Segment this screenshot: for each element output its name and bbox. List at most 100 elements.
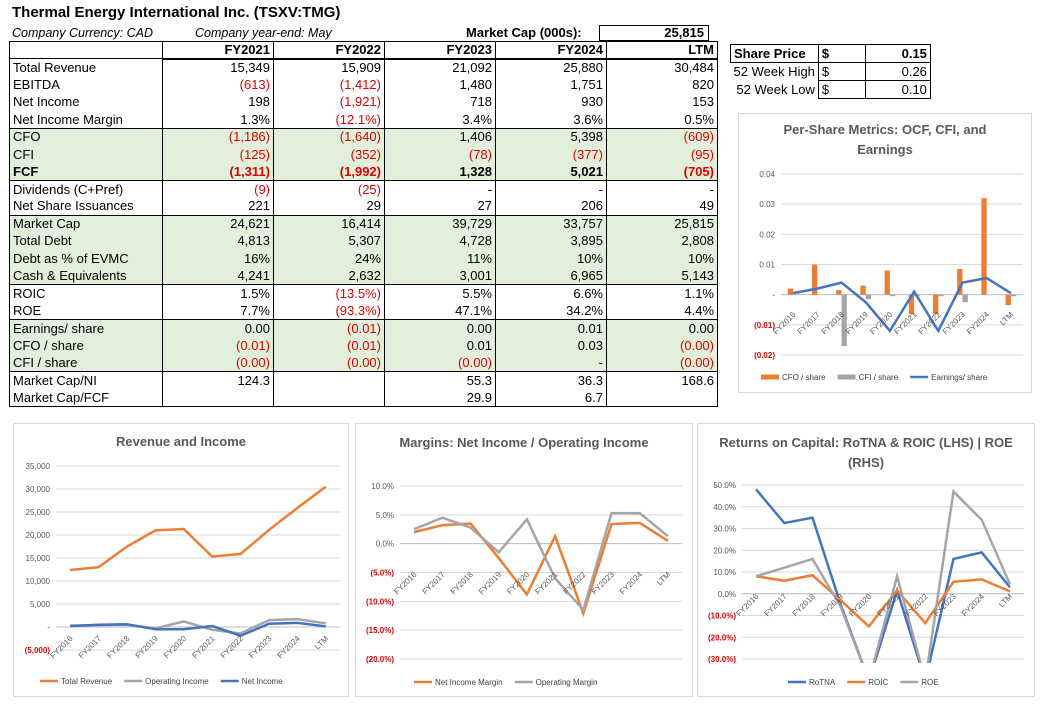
table-row: Market Cap/FCF 29.9 6.7: [9, 389, 718, 408]
table-row: Net Share Issuances 221 29 27 206 49: [9, 198, 718, 216]
row-value: (93.3%): [273, 302, 385, 320]
x-tick-label: FY2018: [791, 592, 818, 619]
row-value: 5.5%: [384, 284, 496, 303]
y-tick-label: 30,000: [26, 485, 51, 494]
row-value: 7.7%: [162, 302, 274, 320]
column-header: LTM: [606, 40, 718, 60]
y-tick-label: 0.0%: [376, 540, 394, 549]
table-row: Earnings/ share 0.00 (0.01) 0.00 0.01 0.00: [9, 319, 718, 338]
row-value: 24,621: [162, 214, 274, 233]
row-value: (25): [273, 180, 385, 199]
line-netincomemargin: [413, 521, 669, 618]
x-tick-label: FY2024: [960, 592, 987, 619]
per-share-chart-panel: Per-Share Metrics: OCF, CFI, and Earning…: [738, 113, 1032, 393]
share-price-label: Share Price: [730, 44, 819, 63]
bar-cfoshare: [811, 264, 818, 295]
company-year-end: Company year-end: May: [195, 26, 332, 40]
returns-chart-panel: Returns on Capital: RoTNA & ROIC (LHS) |…: [697, 423, 1035, 697]
row-value: (613): [162, 76, 274, 94]
row-value: 16,414: [273, 214, 385, 233]
row-value: 4.4%: [606, 302, 718, 320]
row-value: 4,728: [384, 232, 496, 251]
week-high-value: 0.26: [864, 62, 931, 81]
line-earningsshare: [792, 276, 1012, 334]
bar-cfoshare: [981, 198, 987, 295]
revenue-chart-panel: Revenue and Income 35,000 30,000 25,000 20,…: [13, 423, 349, 697]
table-row: CFO / share (0.01) (0.01) 0.01 0.03 (0.00): [9, 337, 718, 355]
company-currency: Company Currency: CAD: [12, 26, 154, 40]
x-tick-label: FY2017: [77, 634, 104, 661]
row-value: 820: [606, 76, 718, 94]
row-label: Market Cap/NI: [9, 371, 163, 390]
y-tick-label: (5.0%): [370, 569, 394, 578]
line-operatingmargin: [413, 511, 669, 613]
x-tick-label: FY2020: [868, 310, 895, 337]
table-header-row: FY2021 FY2022 FY2023 FY2024 LTM: [9, 40, 718, 60]
line-totalrevenue: [70, 485, 327, 572]
revenue-chart: 35,000 30,000 25,000 20,000 15,000 10,000 5,00…: [25, 462, 340, 686]
row-value: 36.3: [495, 371, 607, 390]
y-tick-label: 10,000: [26, 577, 51, 586]
legend-label: ROIC: [868, 678, 888, 687]
row-value: (125): [162, 145, 274, 164]
legend-label: Total Revenue: [61, 677, 113, 686]
line-roe: [755, 488, 1012, 663]
row-label: CFI / share: [9, 354, 163, 372]
x-tick-label: FY2017: [763, 592, 790, 619]
week-low-currency: $: [817, 80, 866, 99]
bar-cfoshare: [1005, 294, 1011, 306]
table-row: Market Cap 24,621 16,414 39,729 33,757 25,815: [9, 214, 718, 233]
row-value: 16%: [162, 250, 274, 268]
line-roic: [755, 573, 1011, 629]
legend-label: Net Income: [242, 677, 283, 686]
legend-label: CFI / share: [859, 373, 899, 382]
row-value: 0.5%: [606, 111, 718, 129]
bar-cfoshare: [787, 288, 794, 295]
row-label: ROE: [9, 302, 163, 320]
legend-label: Net Income Margin: [435, 678, 503, 687]
bar-cfishare: [889, 294, 896, 297]
y-tick-label: 0.01: [759, 261, 775, 270]
row-value: 25,815: [606, 214, 718, 233]
row-value: 4,241: [162, 267, 274, 285]
row-value: 39,729: [384, 214, 496, 233]
x-tick-label: FY2024: [618, 570, 645, 597]
row-value: [273, 389, 385, 408]
x-tick-label: FY2016: [48, 634, 75, 661]
row-value: 5,021: [495, 163, 607, 181]
x-tick-label: FY2020: [847, 592, 874, 619]
table-row: Debt as % of EVMC 16% 24% 11% 10% 10%: [9, 250, 718, 268]
row-value: 5,143: [606, 267, 718, 285]
x-tick-label: FY2019: [844, 310, 871, 337]
market-cap-label: Market Cap (000s):: [466, 25, 582, 40]
row-label: Total Revenue: [9, 58, 163, 77]
row-value: 930: [495, 93, 607, 112]
row-label: CFO: [9, 127, 163, 146]
table-row: Total Revenue 15,349 15,909 21,092 25,880 30,…: [9, 58, 718, 77]
row-value: 1,751: [495, 76, 607, 94]
x-tick-label: FY2018: [449, 570, 476, 597]
x-tick-label: FY2023: [941, 310, 968, 337]
week-low-value: 0.10: [864, 80, 931, 99]
y-tick-label: (0.01): [754, 321, 775, 330]
y-tick-label: 15,000: [26, 554, 51, 563]
table-row: Dividends (C+Pref) (9) (25) - - -: [9, 180, 718, 199]
row-value: (1,921): [273, 93, 385, 112]
row-value: -: [606, 180, 718, 199]
row-value: 49: [606, 198, 718, 216]
row-value: 27: [384, 198, 496, 216]
y-tick-label: (10.0%): [366, 597, 394, 606]
bar-cfishare: [1010, 294, 1017, 297]
row-value: -: [495, 354, 607, 372]
y-tick-label: 20.0%: [713, 546, 736, 555]
row-value: (0.00): [273, 354, 385, 372]
table-row: EBITDA (613) (1,412) 1,480 1,751 820: [9, 76, 718, 94]
row-value: 10%: [606, 250, 718, 268]
x-tick-label: LTM: [997, 592, 1014, 609]
row-value: 168.6: [606, 371, 718, 390]
row-value: 1,328: [384, 163, 496, 181]
row-value: 3.4%: [384, 111, 496, 129]
line-rotna: [755, 488, 1011, 663]
row-label: Net Share Issuances: [9, 198, 163, 216]
row-label: Debt as % of EVMC: [9, 250, 163, 268]
